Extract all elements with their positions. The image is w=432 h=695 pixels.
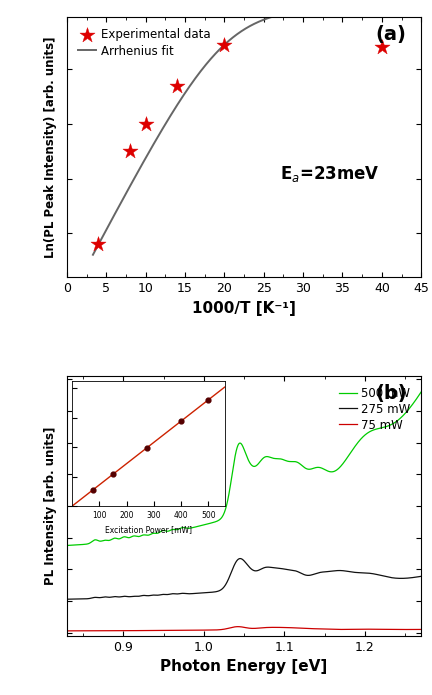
75 mW	[419, 626, 424, 634]
Experimental data	[142, 119, 149, 130]
Arrhenius fit	[407, 3, 412, 11]
Text: (b): (b)	[375, 384, 407, 403]
Line: Arrhenius fit: Arrhenius fit	[93, 7, 410, 255]
X-axis label: 1000/T [K⁻¹]: 1000/T [K⁻¹]	[192, 301, 296, 316]
Experimental data	[174, 80, 181, 91]
75 mW	[235, 623, 241, 631]
75 mW	[409, 626, 414, 634]
500 mW	[408, 402, 413, 411]
500 mW	[408, 402, 413, 411]
275 mW	[64, 595, 70, 603]
500 mW	[83, 540, 88, 548]
275 mW	[409, 573, 414, 582]
Y-axis label: PL Intensity [arb. units]: PL Intensity [arb. units]	[44, 427, 57, 585]
75 mW	[64, 627, 70, 635]
Arrhenius fit	[172, 106, 177, 114]
Experimental data	[127, 146, 133, 157]
275 mW	[227, 572, 232, 580]
275 mW	[237, 555, 242, 563]
Arrhenius fit	[302, 6, 307, 15]
75 mW	[408, 626, 413, 634]
Legend: Experimental data, Arrhenius fit: Experimental data, Arrhenius fit	[73, 23, 216, 63]
Line: 500 mW: 500 mW	[67, 392, 421, 546]
Experimental data	[221, 39, 228, 50]
Arrhenius fit	[277, 10, 282, 19]
Y-axis label: Ln(PL Peak Intensity) [arb. units]: Ln(PL Peak Intensity) [arb. units]	[44, 37, 57, 258]
Experimental data	[378, 42, 385, 53]
Text: (a): (a)	[375, 25, 406, 44]
500 mW	[419, 388, 424, 396]
Line: 275 mW: 275 mW	[67, 559, 421, 599]
500 mW	[237, 439, 242, 448]
275 mW	[238, 555, 243, 563]
Text: E$_a$=23meV: E$_a$=23meV	[280, 163, 379, 183]
500 mW	[227, 484, 232, 493]
275 mW	[83, 595, 88, 603]
275 mW	[408, 573, 413, 582]
Arrhenius fit	[234, 31, 239, 39]
Arrhenius fit	[90, 251, 95, 259]
275 mW	[419, 572, 424, 580]
Line: 75 mW: 75 mW	[67, 627, 421, 631]
275 mW	[343, 567, 349, 575]
500 mW	[343, 455, 349, 464]
Legend: 500 mW, 275 mW, 75 mW: 500 mW, 275 mW, 75 mW	[334, 382, 415, 436]
75 mW	[227, 624, 232, 632]
Arrhenius fit	[329, 4, 334, 13]
75 mW	[83, 627, 88, 635]
75 mW	[237, 623, 242, 631]
75 mW	[343, 626, 349, 634]
500 mW	[64, 541, 70, 550]
Experimental data	[95, 239, 102, 250]
Arrhenius fit	[146, 148, 152, 156]
X-axis label: Photon Energy [eV]: Photon Energy [eV]	[160, 660, 328, 674]
